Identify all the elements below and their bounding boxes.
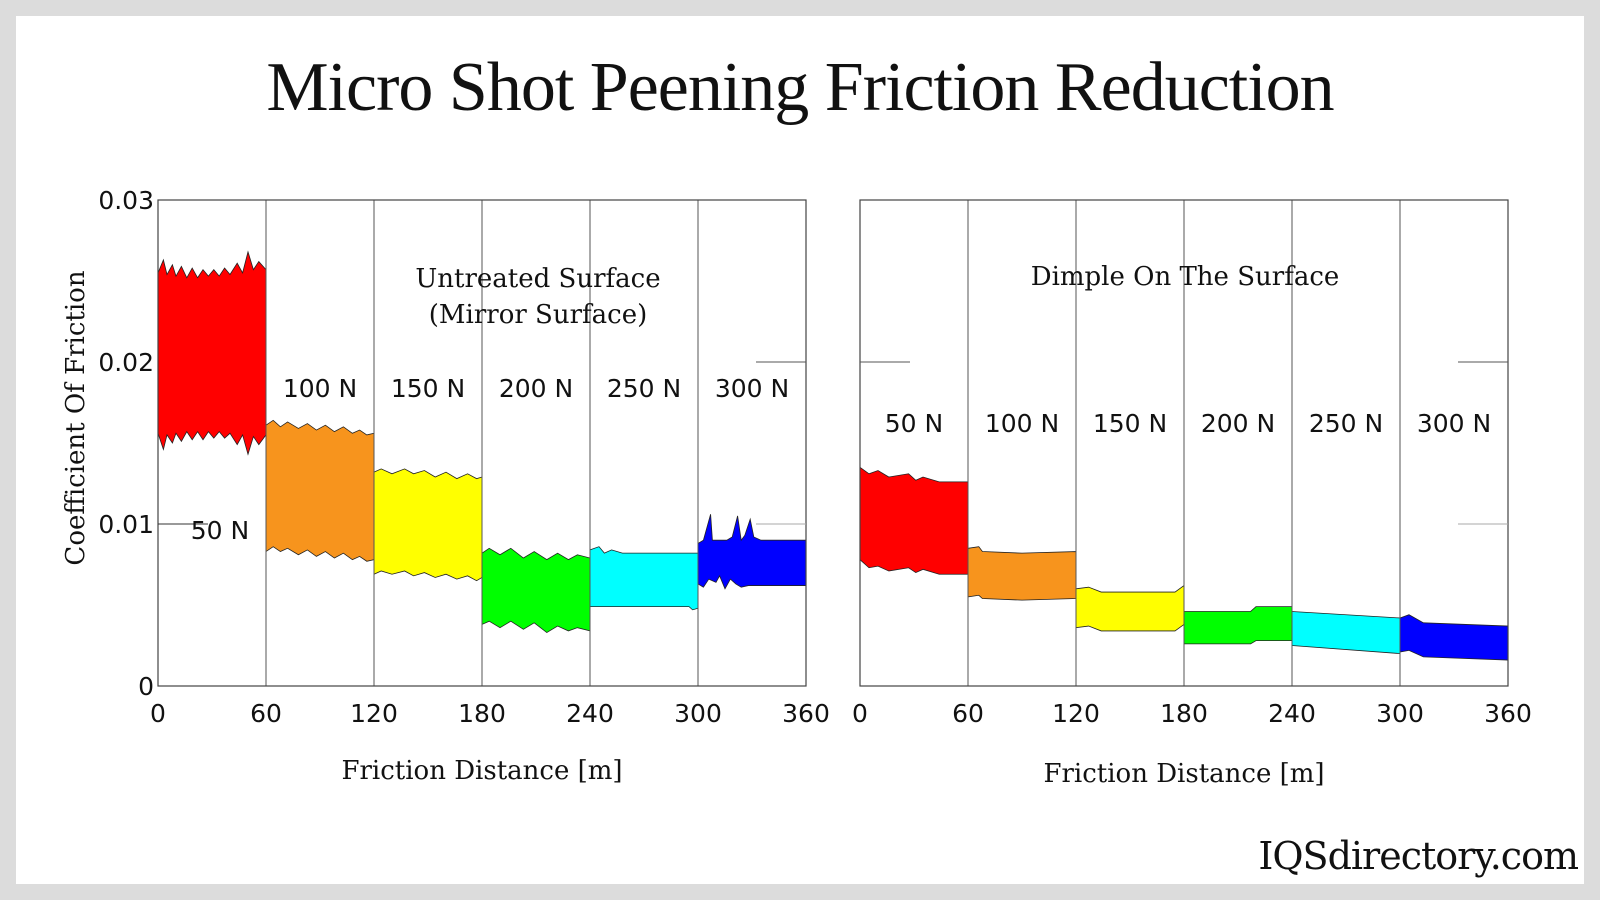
band-250n	[1291, 611, 1401, 655]
x-tick-label: 240	[566, 699, 614, 728]
x-axis-label: Friction Distance [m]	[1043, 759, 1324, 789]
y-tick-label: 0.03	[98, 186, 154, 215]
load-label: 250 N	[1309, 409, 1383, 438]
load-label: 300 N	[715, 374, 789, 403]
x-tick-label: 300	[674, 699, 722, 728]
load-label: 300 N	[1417, 409, 1491, 438]
y-tick-label: 0.02	[98, 348, 154, 377]
band-300n	[1399, 614, 1509, 661]
load-label: 250 N	[607, 374, 681, 403]
chart-title: Micro Shot Peening Friction Reduction	[266, 49, 1334, 126]
band-150n	[373, 468, 483, 582]
x-tick-label: 0	[852, 699, 868, 728]
load-label: 150 N	[1093, 409, 1167, 438]
x-tick-label: 60	[250, 699, 282, 728]
band-100n	[265, 419, 375, 562]
band-50n	[157, 250, 267, 456]
band-50n	[859, 466, 969, 575]
y-tick-label: 0.01	[98, 510, 154, 539]
x-tick-label: 300	[1376, 699, 1424, 728]
load-label: 150 N	[391, 374, 465, 403]
panel-title: Untreated Surface	[415, 264, 660, 294]
plot-frame	[859, 199, 1509, 687]
band-300n	[697, 514, 807, 590]
x-tick-label: 180	[1160, 699, 1208, 728]
x-axis-label: Friction Distance [m]	[341, 756, 622, 786]
x-tick-label: 60	[952, 699, 984, 728]
x-tick-label: 360	[782, 699, 830, 728]
x-tick-label: 120	[1052, 699, 1100, 728]
watermark-logo: IQSdirectory.com	[1258, 834, 1579, 878]
x-tick-label: 360	[1484, 699, 1532, 728]
y-tick-label: 0	[138, 672, 154, 701]
band-150n	[1075, 584, 1185, 632]
x-tick-label: 240	[1268, 699, 1316, 728]
x-tick-label: 0	[150, 699, 166, 728]
x-tick-label: 120	[350, 699, 398, 728]
band-100n	[967, 546, 1077, 601]
load-label: 50 N	[191, 516, 249, 545]
panel-title: (Mirror Surface)	[429, 300, 648, 330]
load-label: 100 N	[283, 374, 357, 403]
band-200n	[1183, 606, 1293, 645]
band-200n	[481, 547, 591, 634]
x-tick-label: 180	[458, 699, 506, 728]
load-label: 200 N	[499, 374, 573, 403]
y-axis-label: Coefficient Of Friction	[61, 270, 91, 565]
load-label: 200 N	[1201, 409, 1275, 438]
plot-frame	[157, 199, 807, 687]
band-250n	[589, 546, 699, 611]
load-label: 100 N	[985, 409, 1059, 438]
load-label: 50 N	[885, 409, 943, 438]
panel-title: Dimple On The Surface	[1031, 262, 1340, 292]
